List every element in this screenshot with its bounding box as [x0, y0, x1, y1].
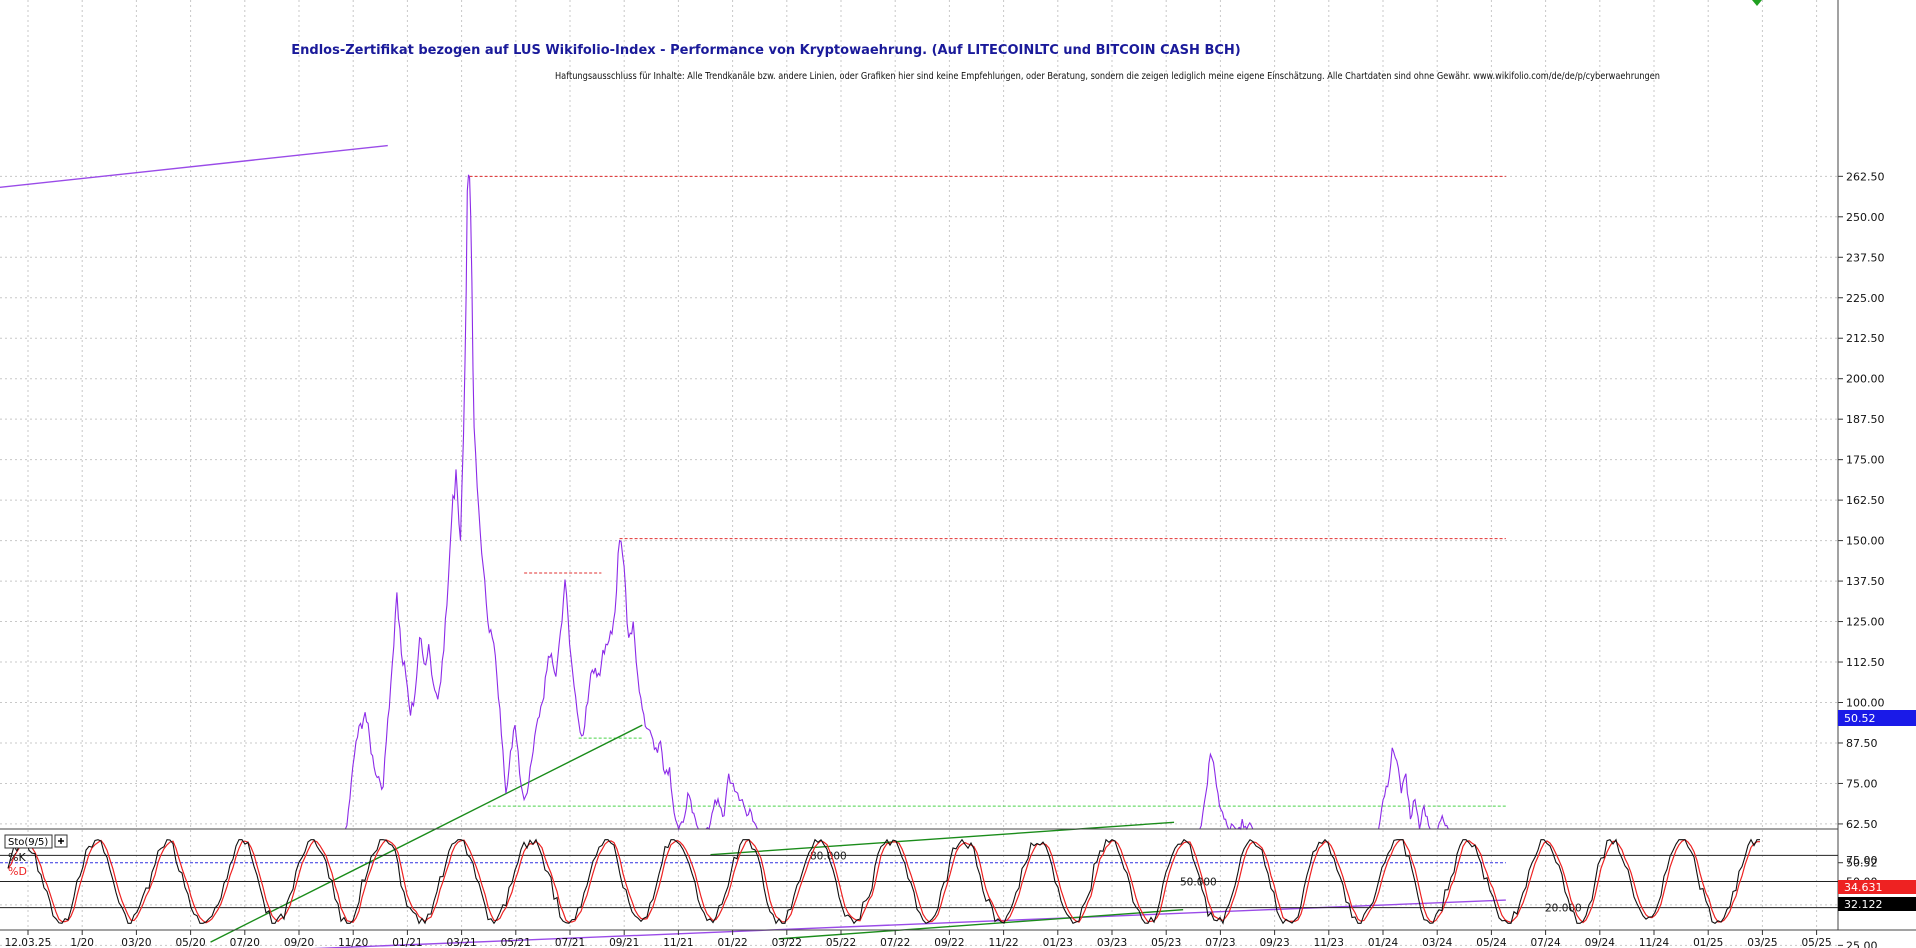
stochastic-k-line: [7, 838, 1760, 925]
x-tick-label: 05/21: [501, 937, 531, 948]
stochastic-d-legend: %D: [8, 865, 27, 878]
stochastic-label: Sto(9/5): [8, 837, 48, 848]
y-tick-label: 125.00: [1846, 616, 1885, 629]
y-tick-label: 175.00: [1846, 454, 1885, 467]
x-tick-label: 09/21: [609, 937, 639, 948]
y-axis: 262.50 250.00 237.50 225.00 212.50 200.00 187.…: [1837, 0, 1885, 948]
x-tick-label: 03/20: [121, 937, 151, 948]
y-tick-label: 62.50: [1846, 818, 1878, 831]
trend-line-channel-bottom: [311, 899, 1506, 948]
stochastic-k-value: 32.122: [1844, 898, 1883, 911]
y-tick-label: 187.50: [1846, 413, 1885, 426]
y-tick-label: 75.00: [1846, 777, 1878, 790]
x-tick-label: 11/24: [1639, 937, 1670, 948]
x-tick-label: 01/24: [1368, 937, 1399, 948]
x-tick-label: 03/25: [1747, 937, 1777, 948]
x-tick-label: 09/23: [1259, 937, 1289, 948]
x-grid: [27, 0, 1818, 930]
y-tick-label: 200.00: [1846, 373, 1885, 386]
x-tick-label: 01/22: [717, 937, 747, 948]
marker-icon: [1752, 0, 1762, 6]
y-tick-label: 100.00: [1846, 697, 1885, 710]
x-tick-label: 1/20: [70, 937, 94, 948]
y-tick-label: 237.50: [1846, 251, 1885, 264]
x-tick-label: 03/24: [1422, 937, 1453, 948]
x-tick-label: 09/22: [934, 937, 964, 948]
x-tick-label: 12.03.25: [5, 937, 52, 948]
chart-disclaimer: Haftungsausschluss für Inhalte: Alle Tre…: [555, 71, 1660, 82]
stochastic-y-tick-label: 75.00: [1846, 854, 1878, 867]
trend-line-lower: [778, 909, 1184, 940]
x-tick-label: 01/23: [1043, 937, 1073, 948]
stochastic-d-readout: 34.631: [1838, 880, 1916, 894]
y-tick-label: 250.00: [1846, 211, 1885, 224]
y-tick-label: 262.50: [1846, 170, 1885, 183]
x-tick-label: 11/20: [338, 937, 368, 948]
x-tick-label: 03/23: [1097, 937, 1127, 948]
x-tick-label: 09/24: [1585, 937, 1616, 948]
x-tick-label: 05/23: [1151, 937, 1181, 948]
x-tick-label: 11/22: [988, 937, 1018, 948]
stochastic-d-value: 34.631: [1844, 881, 1883, 894]
x-tick-label: 03/21: [446, 937, 476, 948]
y-tick-label: 25.00: [1846, 939, 1878, 948]
x-tick-label: 07/23: [1205, 937, 1235, 948]
x-tick-label: 09/20: [284, 937, 314, 948]
stochastic-k-legend: %K: [8, 851, 26, 864]
x-tick-label: 11/21: [663, 937, 693, 948]
x-tick-label: 07/20: [230, 937, 260, 948]
y-tick-label: 50.52: [1846, 857, 1878, 870]
stochastic-k-readout: 32.122: [1838, 897, 1916, 911]
trend-line-support: [210, 724, 643, 943]
x-tick-label: 01/25: [1693, 937, 1723, 948]
trend-line-upper: [710, 821, 1175, 856]
price-series-line: [6, 174, 1470, 831]
x-tick-label: 05/24: [1476, 937, 1507, 948]
level-lines: [0, 175, 1506, 864]
main-grid: [0, 175, 1838, 946]
trend-lines: [0, 144, 1506, 948]
x-tick-label: 11/23: [1314, 937, 1344, 948]
last-value-label: 50.52: [1844, 712, 1876, 725]
stochastic-level-label: 50.000: [1180, 877, 1217, 889]
time-axis: 12.03.25 1/20 03/20 05/20 07/20 09/20 11/20 01/…: [5, 930, 1832, 948]
x-tick-label: 05/25: [1801, 937, 1831, 948]
y-tick-label: 225.00: [1846, 292, 1885, 305]
stochastic-label-box[interactable]: Sto(9/5): [4, 834, 53, 849]
x-tick-label: 03/22: [772, 937, 802, 948]
x-tick-label: 07/22: [880, 937, 910, 948]
x-tick-label: 05/20: [175, 937, 205, 948]
y-tick-label: 212.50: [1846, 332, 1885, 345]
y-tick-label: 137.50: [1846, 575, 1885, 588]
x-tick-label: 01/21: [392, 937, 422, 948]
x-tick-label: 05/22: [826, 937, 856, 948]
x-tick-label: 07/24: [1530, 937, 1561, 948]
y-tick-label: 162.50: [1846, 494, 1885, 507]
expand-icon[interactable]: [54, 834, 68, 848]
trend-line-channel-top: [0, 144, 388, 189]
y-tick-label: 112.50: [1846, 656, 1885, 669]
chart-title: Endlos-Zertifikat bezogen auf LUS Wikifo…: [291, 43, 1240, 58]
x-tick-label: 07/21: [555, 937, 585, 948]
y-tick-label: 87.50: [1846, 737, 1878, 750]
y-tick-label: 150.00: [1846, 535, 1885, 548]
last-value-badge: 50.52: [1838, 710, 1916, 726]
